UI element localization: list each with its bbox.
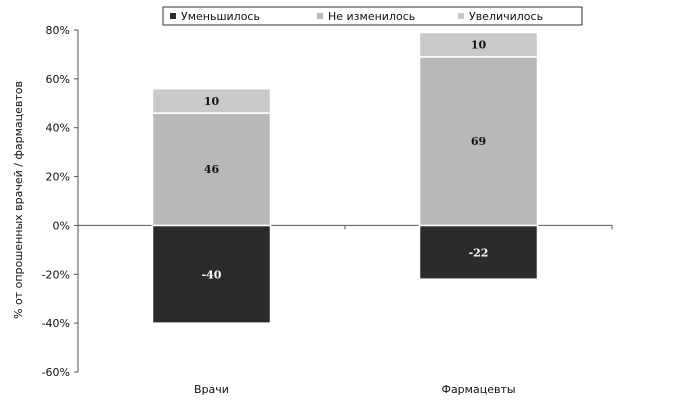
y-tick-label: 40% xyxy=(46,122,70,135)
legend: Уменьшилось Не изменилось Увеличилось xyxy=(162,6,583,26)
y-axis-label: % от опрошенных врачей / фармацевтов xyxy=(12,81,25,319)
bars: -40 46 10 -22 69 10 xyxy=(151,31,539,324)
y-tick-label: -40% xyxy=(42,317,70,330)
bar-segment xyxy=(151,224,272,324)
data-label: 10 xyxy=(204,95,220,108)
legend-label: Не изменилось xyxy=(328,10,415,23)
y-tick-label: 60% xyxy=(46,73,70,86)
y-tick-label: 0% xyxy=(53,219,70,232)
bar-segment xyxy=(418,224,539,280)
legend-swatch xyxy=(458,13,464,19)
y-tick-label: 20% xyxy=(46,171,70,184)
y-tick-label: -20% xyxy=(42,268,70,281)
y-axis: -60% -40% -20% 0% 20% 40% 60% 80% xyxy=(42,24,79,379)
x-tick-label: Врачи xyxy=(194,383,229,396)
data-label: 46 xyxy=(204,163,220,176)
legend-label: Увеличилось xyxy=(469,10,543,23)
y-tick-label: 80% xyxy=(46,24,70,37)
bar-segment xyxy=(151,87,272,114)
bar-segment xyxy=(418,56,539,227)
legend-box xyxy=(162,6,583,26)
legend-label: Уменьшилось xyxy=(181,10,260,23)
legend-swatch xyxy=(170,13,176,19)
data-label: 10 xyxy=(471,39,487,52)
x-tick-label: Фармацевты xyxy=(441,383,515,396)
y-tick-label: -60% xyxy=(42,366,70,379)
data-label: -22 xyxy=(469,246,489,259)
data-label: 69 xyxy=(471,135,486,148)
bar-segment xyxy=(151,112,272,227)
bar-segment xyxy=(418,31,539,58)
data-label: -40 xyxy=(202,268,222,281)
legend-swatch xyxy=(317,13,323,19)
